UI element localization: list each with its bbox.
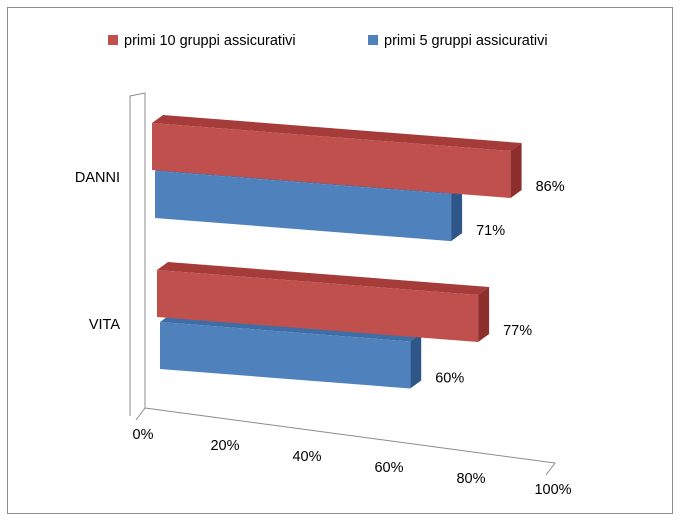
legend-label: primi 10 gruppi assicurativi <box>124 33 296 49</box>
bar-top <box>152 115 522 151</box>
legend-swatch <box>108 35 118 45</box>
x-tick-label: 20% <box>210 438 239 454</box>
bar-side <box>451 186 463 242</box>
chart-frame <box>7 7 673 514</box>
floor-edge <box>144 407 556 476</box>
legend-swatch <box>368 35 378 45</box>
legend-label: primi 5 gruppi assicurativi <box>384 33 548 49</box>
chart-legend: primi 10 gruppi assicurativi primi 5 grup… <box>108 33 548 49</box>
bar-side <box>510 143 522 198</box>
bar <box>157 270 479 342</box>
chart-bars <box>152 115 522 389</box>
data-label: 77% <box>503 323 532 339</box>
x-tick-label: 80% <box>456 471 485 487</box>
data-label: 71% <box>476 223 505 239</box>
bar-side <box>478 287 490 342</box>
x-tick-label: 100% <box>534 482 571 498</box>
data-label: 86% <box>536 179 565 195</box>
y-category-label: DANNI <box>75 170 120 186</box>
x-tick-label: 40% <box>292 449 321 465</box>
back-wall <box>129 92 146 416</box>
bar-side <box>410 333 422 389</box>
x-tick-label: 60% <box>374 460 403 476</box>
bar <box>160 322 411 389</box>
bar <box>155 171 452 242</box>
bar-top <box>157 262 490 295</box>
data-label: 60% <box>435 371 464 387</box>
bar <box>152 123 511 198</box>
x-tick-label: 0% <box>133 427 154 443</box>
chart-labels: 71% 86% 60% 77% <box>435 179 565 387</box>
chart-axes: 0% 20% 40% 60% 80% 100% DANNI VITA <box>75 92 572 498</box>
y-category-label: VITA <box>89 317 120 333</box>
floor-edge-left <box>135 407 146 421</box>
